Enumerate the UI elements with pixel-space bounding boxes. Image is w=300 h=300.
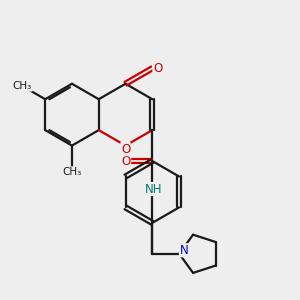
Text: CH₃: CH₃ <box>13 81 32 91</box>
Text: O: O <box>121 142 130 156</box>
Text: O: O <box>153 62 162 75</box>
Text: NH: NH <box>145 182 163 196</box>
Text: N: N <box>179 244 188 257</box>
Text: CH₃: CH₃ <box>62 167 82 177</box>
Text: O: O <box>122 154 130 167</box>
